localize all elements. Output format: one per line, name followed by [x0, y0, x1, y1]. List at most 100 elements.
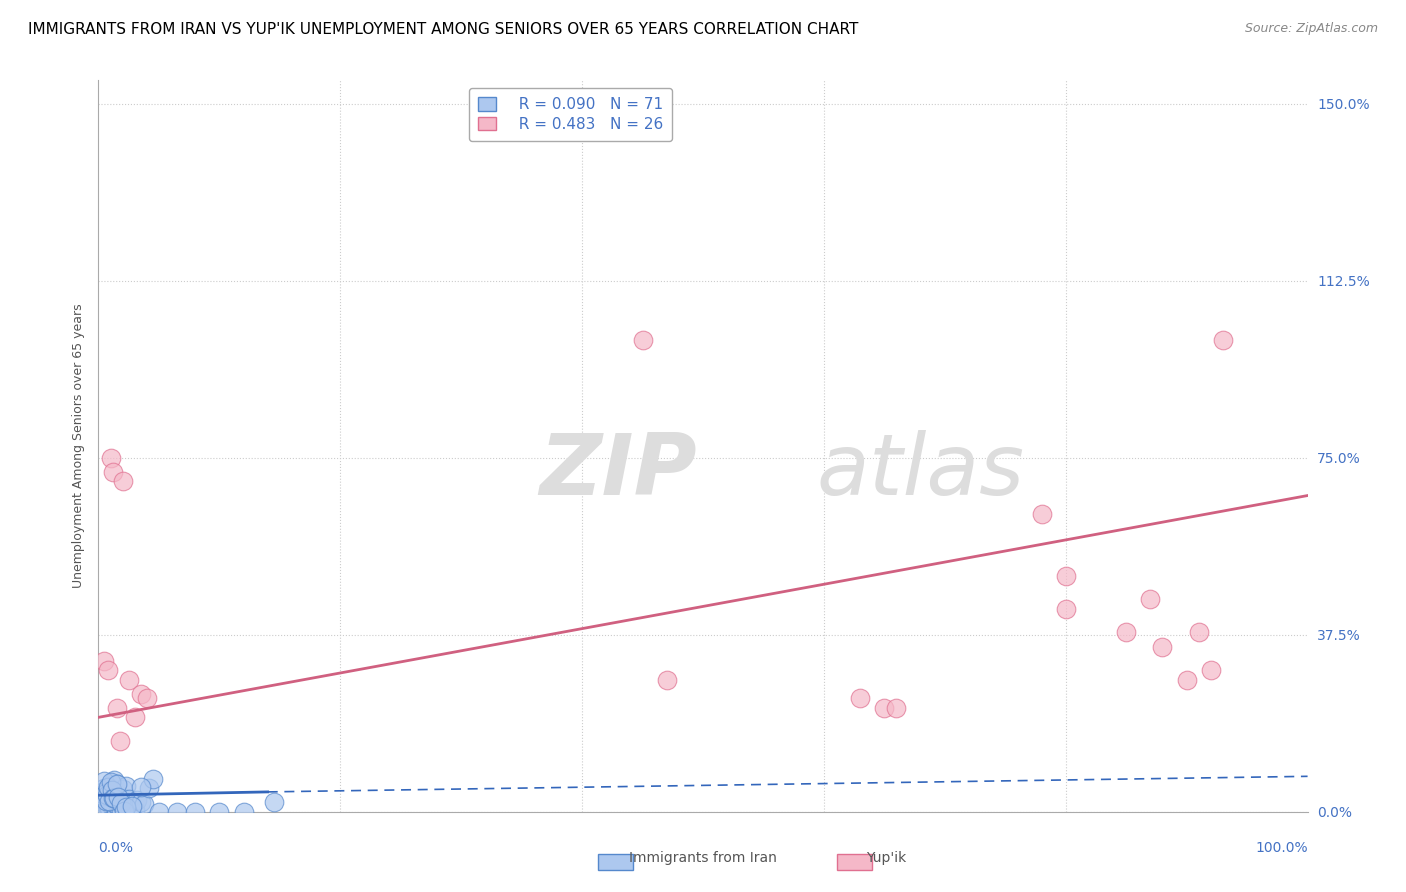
Point [93, 774, 115, 789]
Point [91, 793, 114, 807]
Point [112, 802, 135, 816]
Point [90, 797, 112, 811]
Point [104, 792, 127, 806]
Point [108, 790, 131, 805]
Point [104, 800, 127, 814]
Point [105, 701, 128, 715]
Point [873, 701, 896, 715]
Point [111, 782, 134, 797]
Legend:   R = 0.090   N = 71,   R = 0.483   N = 26: R = 0.090 N = 71, R = 0.483 N = 26 [468, 88, 672, 141]
Point [134, 797, 156, 811]
Point [114, 792, 136, 806]
Point [148, 805, 170, 819]
Text: atlas: atlas [817, 431, 1025, 514]
Point [94, 794, 117, 808]
Point [120, 802, 142, 816]
Point [96, 797, 118, 812]
Point [1031, 508, 1053, 522]
Point [118, 791, 141, 805]
Point [655, 673, 678, 687]
Point [118, 673, 141, 687]
Point [94, 786, 117, 800]
Point [115, 799, 138, 814]
Point [135, 691, 157, 706]
Point [129, 795, 152, 809]
Point [101, 465, 124, 479]
Point [232, 805, 254, 819]
Point [166, 805, 188, 819]
Point [121, 800, 143, 814]
Point [1175, 673, 1198, 687]
Point [105, 799, 128, 814]
Point [108, 734, 131, 748]
Point [1152, 640, 1174, 654]
Point [138, 781, 160, 796]
Text: IMMIGRANTS FROM IRAN VS YUP'IK UNEMPLOYMENT AMONG SENIORS OVER 65 YEARS CORRELAT: IMMIGRANTS FROM IRAN VS YUP'IK UNEMPLOYM… [28, 22, 859, 37]
Point [97, 663, 120, 677]
Point [91, 785, 114, 799]
Point [97, 793, 120, 807]
Point [110, 796, 132, 810]
Point [97, 785, 120, 799]
Point [142, 772, 165, 786]
Point [101, 798, 124, 813]
Point [94, 794, 117, 808]
Text: Source: ZipAtlas.com: Source: ZipAtlas.com [1244, 22, 1378, 36]
Point [98, 794, 121, 808]
Point [129, 687, 152, 701]
Point [849, 691, 872, 706]
Point [96, 788, 118, 802]
Point [107, 798, 129, 813]
Point [91, 787, 114, 801]
Point [103, 783, 125, 797]
Point [101, 790, 124, 805]
Point [111, 475, 134, 489]
Point [105, 777, 128, 791]
Point [1054, 602, 1077, 616]
Point [107, 790, 129, 805]
Point [91, 789, 114, 803]
Point [184, 805, 207, 819]
Point [101, 793, 124, 807]
Point [208, 805, 231, 819]
Point [100, 784, 122, 798]
Point [121, 799, 143, 814]
Point [103, 791, 125, 805]
Point [112, 804, 135, 818]
Point [107, 795, 129, 809]
Point [1054, 568, 1077, 582]
Text: 100.0%: 100.0% [1256, 841, 1308, 855]
Point [108, 789, 131, 804]
Point [127, 793, 149, 807]
Text: ZIP: ZIP [540, 431, 697, 514]
Text: Immigrants from Iran: Immigrants from Iran [628, 851, 778, 865]
Point [124, 803, 146, 817]
Point [1199, 663, 1222, 677]
Point [100, 775, 122, 789]
Point [129, 780, 152, 794]
Point [100, 777, 122, 791]
Point [100, 800, 122, 814]
Point [98, 794, 121, 808]
Text: 0.0%: 0.0% [98, 841, 134, 855]
Y-axis label: Unemployment Among Seniors over 65 years: Unemployment Among Seniors over 65 years [72, 303, 86, 589]
Point [115, 779, 138, 793]
Point [1115, 625, 1137, 640]
Text: Yup'ik: Yup'ik [866, 851, 905, 865]
Point [100, 783, 122, 797]
Point [93, 781, 115, 796]
Point [1139, 592, 1161, 607]
Point [263, 795, 285, 809]
Point [1212, 333, 1234, 347]
Point [631, 333, 654, 347]
Point [98, 801, 121, 815]
Point [105, 777, 128, 791]
Point [108, 796, 131, 810]
Point [117, 797, 139, 812]
Point [100, 789, 122, 804]
Point [1188, 625, 1211, 640]
Point [124, 710, 146, 724]
Point [96, 788, 118, 802]
Point [93, 796, 115, 810]
Point [100, 788, 122, 802]
